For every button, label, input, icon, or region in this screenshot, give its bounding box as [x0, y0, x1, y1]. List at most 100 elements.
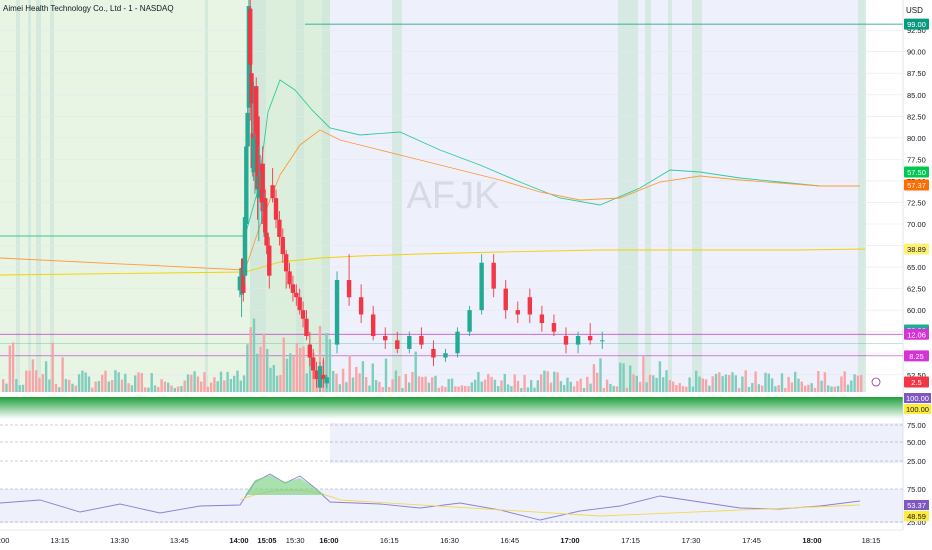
grid-lines — [0, 23, 903, 376]
volume-badge — [904, 393, 931, 403]
volume-bar — [830, 386, 833, 392]
volume-bar — [140, 373, 143, 392]
volume-bar — [384, 358, 388, 392]
volume-bar — [54, 383, 58, 392]
volume-spike-marker — [618, 0, 638, 392]
volume-badge — [904, 404, 931, 414]
volume-bar — [190, 374, 193, 392]
volume-bar — [638, 381, 642, 392]
volume-bar — [266, 348, 269, 392]
candle-body — [245, 112, 250, 147]
volume-bar — [153, 385, 157, 392]
time-tick-label: 16:30 — [440, 536, 459, 545]
volume-bar — [711, 376, 714, 392]
rsi-badge-label: 53.37 — [907, 501, 926, 510]
volume-bar — [233, 375, 236, 392]
volume-bar — [424, 376, 427, 392]
volume-bar — [642, 356, 645, 392]
volume-bar — [434, 375, 437, 392]
candle-body — [300, 310, 306, 319]
candle-body — [260, 163, 265, 212]
volume-bar — [249, 327, 252, 392]
volume-bar — [200, 381, 203, 392]
volume-bar — [68, 379, 71, 392]
axis-background — [903, 0, 932, 550]
volume-bar — [2, 379, 5, 392]
rsi-badge — [904, 511, 929, 521]
volume-bar — [460, 385, 464, 392]
volume-bar — [71, 383, 74, 392]
volume-bar — [223, 380, 226, 392]
volume-bar — [596, 372, 599, 392]
candle-body — [283, 254, 289, 272]
ema-fast-line — [0, 79, 860, 237]
volume-bar — [25, 370, 28, 392]
price-badge — [904, 179, 929, 191]
rsi-badge-label: 48.59 — [907, 512, 926, 521]
volume-bar — [685, 386, 688, 392]
candle-body — [290, 284, 296, 293]
volume-bar — [38, 378, 41, 392]
volume-bar — [81, 370, 84, 392]
candle-body — [491, 262, 496, 289]
candle-body — [370, 314, 376, 336]
volume-bar — [282, 337, 285, 392]
volume-bar — [625, 387, 629, 392]
volume-bar — [523, 374, 526, 392]
volume-bar — [440, 385, 444, 392]
volume-bar — [64, 379, 68, 392]
volume-spike-marker — [50, 0, 54, 392]
premarket-shade — [0, 0, 250, 392]
volume-bar — [576, 381, 579, 392]
rsi-panel — [0, 397, 903, 523]
volume-bar — [853, 374, 856, 392]
volume-bar — [817, 370, 820, 392]
volume-bar — [186, 374, 190, 392]
time-tick-label: 14:00 — [229, 536, 248, 545]
volume-bar — [582, 387, 586, 392]
volume-bar — [774, 386, 777, 392]
candle-body — [311, 357, 316, 371]
volume-bar — [493, 379, 497, 392]
volume-bar — [411, 371, 414, 392]
candle-body — [539, 314, 545, 324]
volume-bar — [675, 385, 678, 392]
time-tick-label: 15:05 — [257, 536, 276, 545]
chart-title: Aimei Health Technology Co., Ltd - 1 - N… — [3, 4, 174, 13]
volume-bar — [101, 374, 104, 392]
price-badge-label: 2.5 — [911, 378, 921, 387]
volume-bar — [407, 382, 411, 392]
volume-bar — [44, 361, 48, 392]
volume-bar — [516, 380, 520, 392]
candle-body — [273, 198, 279, 220]
volume-bar — [427, 382, 431, 392]
volume-bar — [143, 387, 147, 392]
volume-bar — [563, 384, 566, 392]
price-badge — [904, 18, 929, 30]
volume-bar — [731, 372, 734, 392]
volume-bar — [533, 387, 536, 392]
volume-spike-marker — [322, 0, 330, 392]
volume-bar — [173, 387, 176, 392]
volume-badge-label: 100.00 — [906, 405, 929, 414]
volume-bar — [127, 383, 130, 392]
volume-bar — [714, 373, 718, 392]
volume-bar — [15, 379, 18, 392]
volume-bar — [355, 366, 358, 392]
time-tick-label: 18:15 — [862, 536, 881, 545]
volume-ratio-band — [0, 397, 903, 419]
candle-body — [587, 336, 593, 341]
volume-bar — [332, 370, 335, 392]
volume-bar — [800, 381, 803, 392]
volume-bar — [784, 387, 787, 392]
volume-bar — [794, 371, 797, 392]
volume-bar — [305, 373, 308, 392]
candle-body — [395, 340, 400, 349]
time-tick-label: 16:15 — [380, 536, 399, 545]
volume-bar — [51, 342, 54, 392]
volume-bar — [447, 379, 450, 392]
volume-bar — [688, 377, 691, 392]
volume-bar — [335, 373, 338, 392]
volume-bar — [114, 370, 117, 392]
volume-bar — [134, 375, 137, 392]
